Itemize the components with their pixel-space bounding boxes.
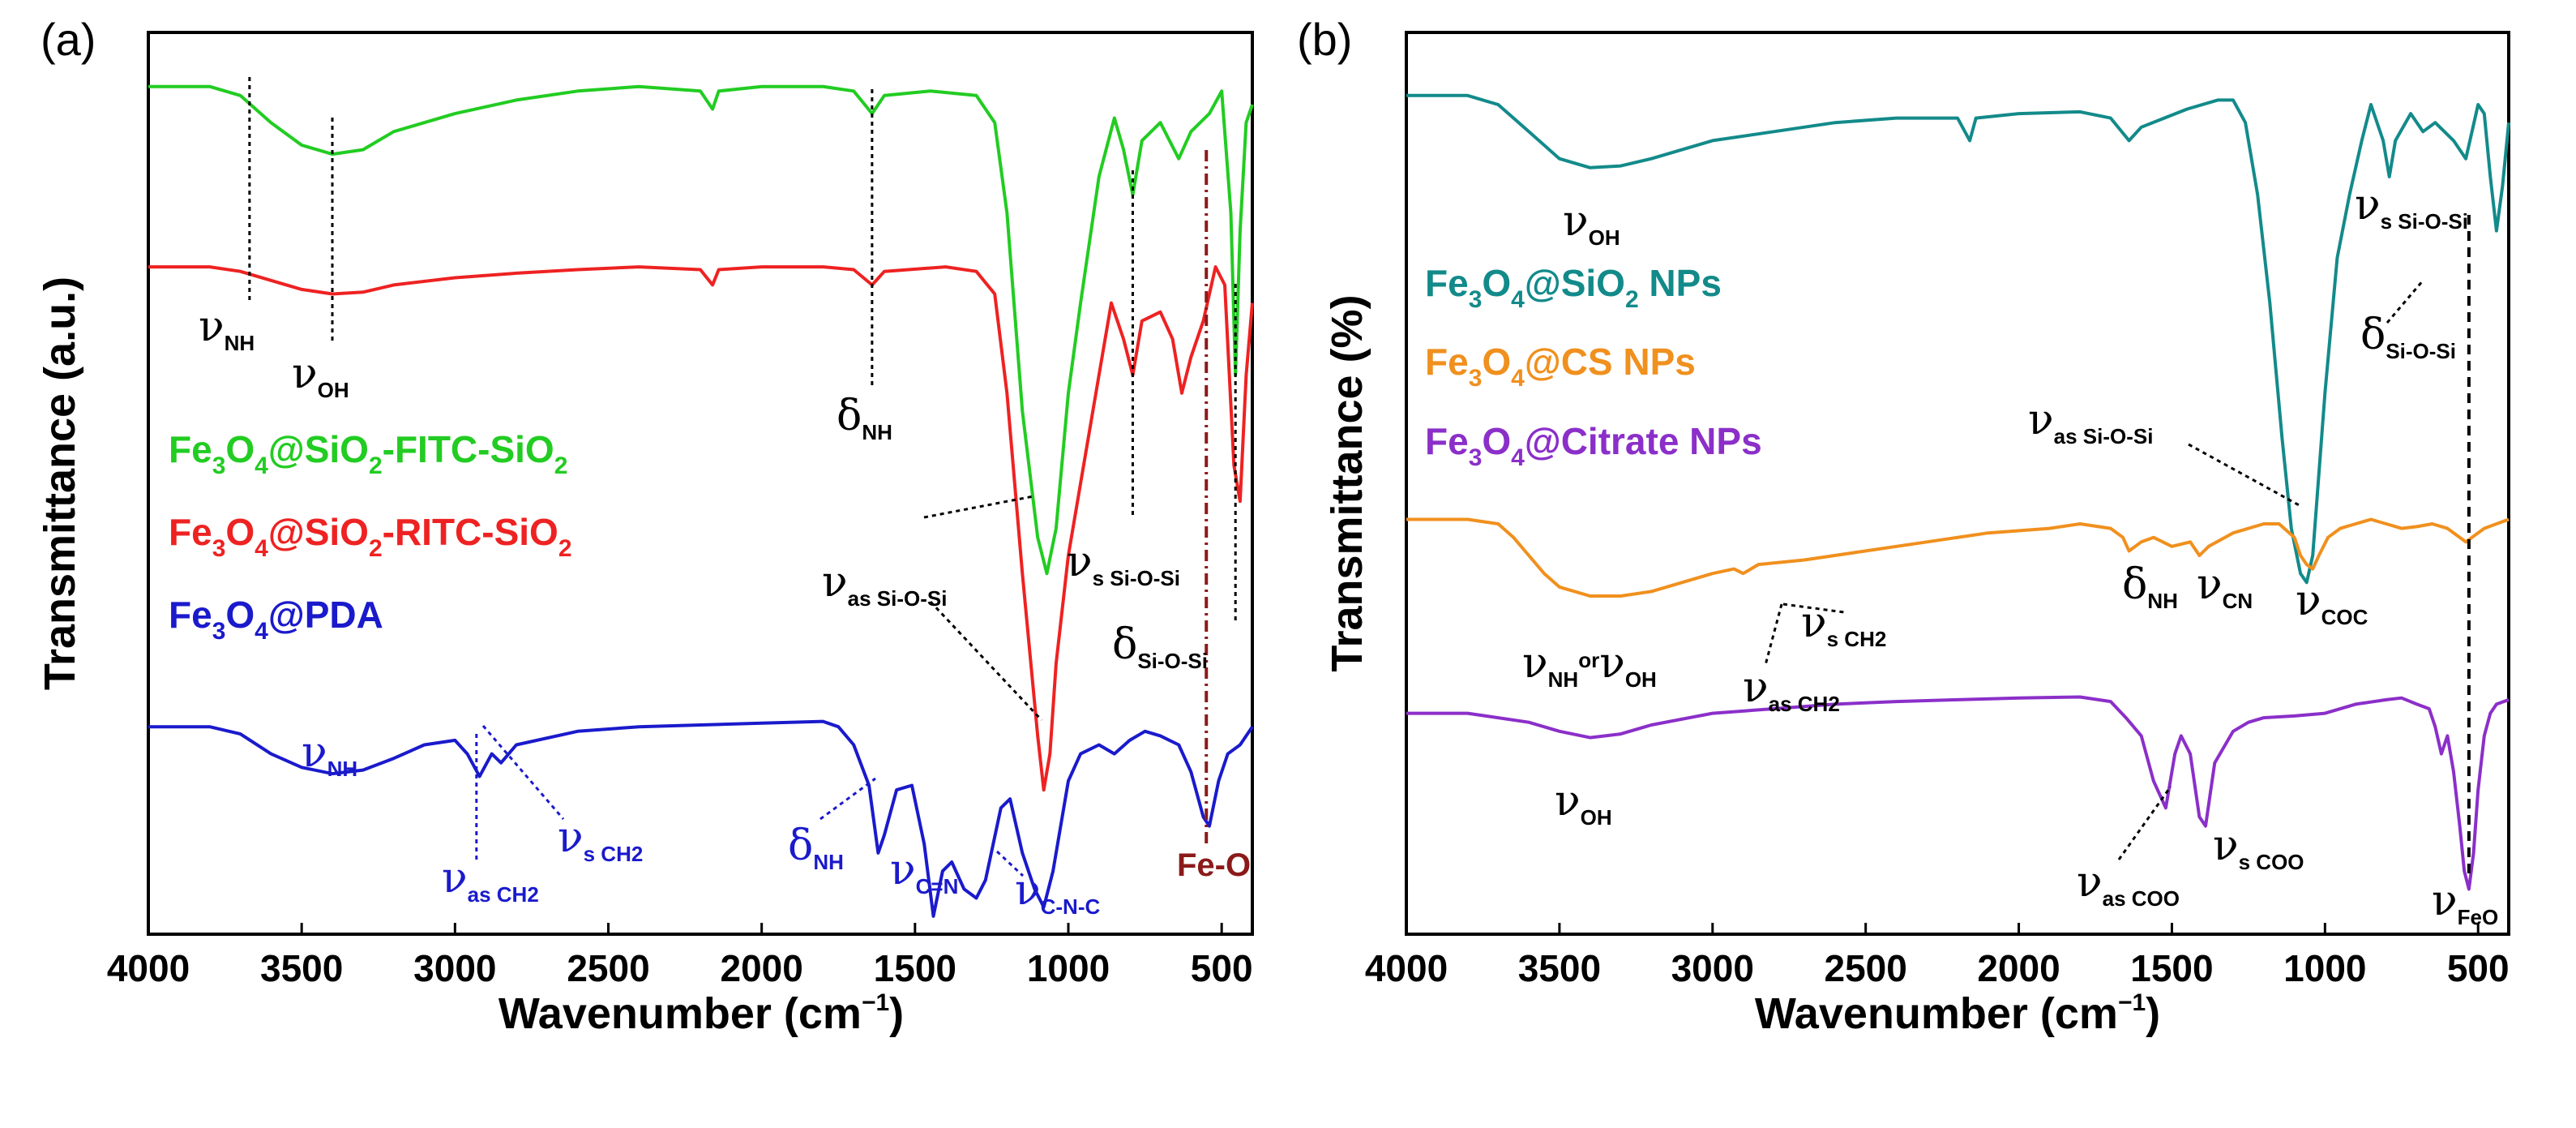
ann-b-nu-cn: νCN bbox=[2197, 560, 2253, 613]
ann-a-delta-sio: δSi-O-Si bbox=[1112, 620, 1208, 673]
ann-b-delta-nh: δNH bbox=[2122, 560, 2178, 613]
panel-b-x-ticks: 4000 3500 3000 2500 2000 1500 1000 500 bbox=[1365, 923, 2510, 989]
legend-ritc: Fe3O4@SiO2-RITC-SiO2 bbox=[169, 511, 572, 562]
ann-a-pda-nu-cn: νC=N bbox=[890, 846, 958, 899]
ann-b-nu-s-coo: νs COO bbox=[2213, 821, 2304, 874]
panel-b-legend: Fe3O4@SiO2 NPs Fe3O4@CS NPs Fe3O4@Citrat… bbox=[1425, 262, 1762, 471]
legend-fitc: Fe3O4@SiO2-FITC-SiO2 bbox=[169, 428, 567, 479]
panel-a-x-ticks: 4000 3500 3000 2500 2000 1500 1000 500 bbox=[107, 923, 1253, 989]
ann-b-nu-s-sio: νs Si-O-Si bbox=[2355, 181, 2468, 234]
x-tick-label-b-3000: 3000 bbox=[1671, 947, 1754, 989]
panel-a-x-axis-title: Wavenumber (cm−1) bbox=[499, 989, 904, 1038]
ann-b-nu-as-sio: νas Si-O-Si bbox=[2028, 396, 2153, 448]
panel-b-leader-lines bbox=[1764, 279, 2425, 860]
series-b-1-line bbox=[1406, 517, 2510, 598]
x-tick-label-a-2500: 2500 bbox=[567, 947, 649, 989]
ann-a-pda-delta-nh: δNH bbox=[788, 821, 844, 874]
panel-a-legend: Fe3O4@SiO2-FITC-SiO2 Fe3O4@SiO2-RITC-SiO… bbox=[169, 428, 572, 645]
series-b-0-line bbox=[1406, 93, 2510, 585]
x-tick-label-a-4000: 4000 bbox=[107, 947, 190, 989]
ann-b-nu-oh-cit: νOH bbox=[1555, 777, 1612, 830]
ann-a-pda-nu-nh: νNH bbox=[302, 728, 357, 781]
ann-a-nu-nh: νNH bbox=[199, 302, 255, 355]
panel-b-series bbox=[1406, 93, 2510, 891]
x-tick-label-a-1000: 1000 bbox=[1027, 947, 1110, 989]
panel-a: (a) 4000 3500 3000 2500 2000 1500 1000 500 Wave… bbox=[36, 14, 1254, 1038]
x-tick-label-a-3500: 3500 bbox=[260, 947, 343, 989]
panel-a-label: (a) bbox=[41, 14, 96, 65]
ann-a-nu-s-sio: νs Si-O-Si bbox=[1067, 538, 1180, 590]
ann-a-pda-nu-s-ch2: νs CH2 bbox=[558, 813, 643, 866]
panel-a-y-axis-title: Transmittance (a.u.) bbox=[36, 277, 84, 690]
ann-a-pda-nu-cnc: νC-N-C bbox=[1015, 866, 1100, 919]
x-tick-label-a-500: 500 bbox=[1191, 947, 1253, 989]
ann-b-nu-feo: νFeO bbox=[2432, 877, 2498, 929]
panel-a-plot-frame bbox=[147, 31, 1254, 936]
ann-b-nu-as-ch2: νas CH2 bbox=[1743, 663, 1840, 716]
panel-a-series bbox=[148, 84, 1254, 918]
panel-b-label: (b) bbox=[1297, 14, 1352, 65]
legend-pda: Fe3O4@PDA bbox=[169, 594, 383, 645]
panel-a-annotations: νNH νOH δNH νas Si-O-Si νs Si-O-Si δSi-O… bbox=[199, 302, 1251, 919]
leader-a-pda-s-ch2 bbox=[481, 725, 565, 820]
ann-a-fe-o: Fe-O bbox=[1177, 847, 1251, 883]
x-tick-label-a-1500: 1500 bbox=[874, 947, 956, 989]
panel-b: (b) 4000 3500 3000 2500 2000 1500 1000 500 Wave… bbox=[1297, 14, 2510, 1038]
ann-b-nu-oh-sio2: νOH bbox=[1563, 197, 1620, 250]
ann-b-nu-as-coo: νas COO bbox=[2077, 858, 2180, 911]
x-tick-label-b-500: 500 bbox=[2447, 947, 2510, 989]
panel-a-marker-lines bbox=[248, 77, 1237, 860]
x-tick-label-b-1000: 1000 bbox=[2283, 947, 2366, 989]
series-b-2-line bbox=[1406, 695, 2510, 891]
leader-b-as-sio bbox=[2188, 443, 2303, 508]
panel-b-annotations: νOH νs Si-O-Si δSi-O-Si νas Si-O-Si δNH … bbox=[1522, 181, 2498, 929]
ann-b-nu-nh-or-oh: νNHorνOH bbox=[1522, 639, 1657, 692]
x-tick-label-b-2500: 2500 bbox=[1824, 947, 1906, 989]
panel-b-plot-frame bbox=[1405, 31, 2510, 936]
leader-b-s-ch2 bbox=[1782, 603, 1845, 614]
leader-a-pda-cnc bbox=[995, 850, 1025, 877]
legend-cs: Fe3O4@CS NPs bbox=[1425, 341, 1696, 392]
x-tick-label-a-3000: 3000 bbox=[413, 947, 496, 989]
x-tick-label-b-4000: 4000 bbox=[1365, 947, 1448, 989]
ann-a-pda-nu-as-ch2: νas CH2 bbox=[442, 854, 539, 907]
series-a-1-line bbox=[148, 265, 1254, 792]
series-a-0-line bbox=[148, 84, 1254, 576]
leader-b-delta-sio bbox=[2386, 279, 2425, 324]
legend-sio2: Fe3O4@SiO2 NPs bbox=[1425, 262, 1722, 313]
leader-a-as-sio-2 bbox=[929, 600, 1043, 722]
x-tick-label-b-2000: 2000 bbox=[1977, 947, 2060, 989]
panel-b-x-axis-title: Wavenumber (cm−1) bbox=[1755, 989, 2160, 1038]
leader-b-as-coo bbox=[2117, 786, 2172, 860]
leader-b-as-ch2 bbox=[1764, 603, 1783, 666]
x-tick-label-a-2000: 2000 bbox=[720, 947, 802, 989]
panel-a-leader-lines bbox=[481, 495, 1043, 877]
legend-citrate: Fe3O4@Citrate NPs bbox=[1425, 420, 1762, 471]
ann-b-nu-coc: νCOC bbox=[2296, 577, 2368, 629]
ann-b-nu-s-ch2: νs CH2 bbox=[1801, 598, 1886, 651]
x-tick-label-b-3500: 3500 bbox=[1518, 947, 1601, 989]
series-a-2-line bbox=[148, 719, 1254, 918]
panel-b-y-axis-title: Transmittance (%) bbox=[1323, 294, 1371, 671]
ann-a-nu-as-sio: νas Si-O-Si bbox=[822, 558, 947, 611]
leader-a-as-sio-1 bbox=[923, 495, 1034, 519]
x-tick-label-b-1500: 1500 bbox=[2130, 947, 2213, 989]
ann-b-delta-sio: δSi-O-Si bbox=[2360, 311, 2456, 363]
ann-a-delta-nh: δNH bbox=[837, 392, 892, 444]
ann-a-nu-oh: νOH bbox=[292, 350, 349, 402]
leader-a-pda-delta bbox=[819, 777, 876, 821]
